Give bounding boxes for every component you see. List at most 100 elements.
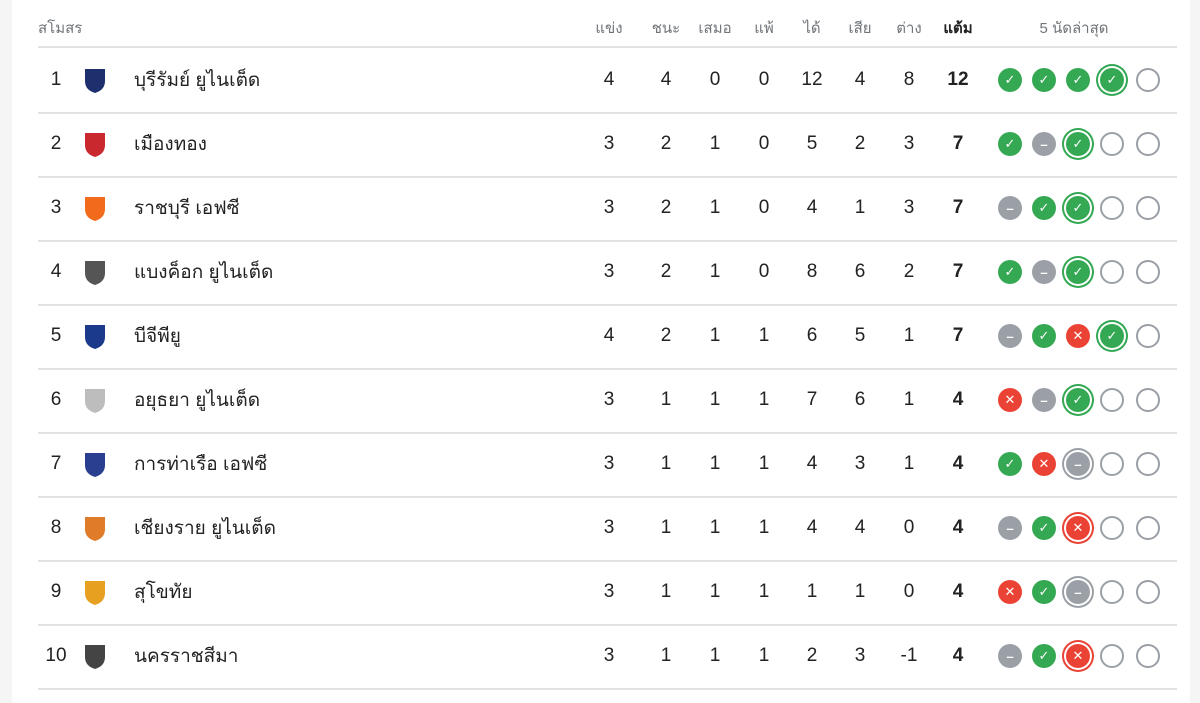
- club-name[interactable]: อยุธยา ยูไนเต็ด: [134, 390, 261, 411]
- form-win-icon[interactable]: ✓: [1032, 324, 1056, 348]
- table-header: สโมสร แข่ง ชนะ เสมอ แพ้ ได้ เสีย ต่าง แต…: [12, 0, 1190, 48]
- form-loss-icon[interactable]: ✕: [1066, 516, 1090, 540]
- lost: 0: [758, 69, 770, 90]
- goal-difference: 0: [903, 581, 915, 602]
- form-loss-icon[interactable]: ✕: [998, 580, 1022, 604]
- form-win-icon[interactable]: ✓: [1032, 580, 1056, 604]
- form-upcoming-icon[interactable]: [1100, 516, 1124, 540]
- form-upcoming-icon[interactable]: [1100, 260, 1124, 284]
- table-row[interactable]: 6 อยุธยา ยูไนเต็ด 3 1 1 1 7 6 1 4 ✕ – ✓: [12, 368, 1190, 432]
- form-upcoming-icon[interactable]: [1100, 452, 1124, 476]
- form-win-icon[interactable]: ✓: [1100, 324, 1124, 348]
- form-win-icon[interactable]: ✓: [1032, 516, 1056, 540]
- form-upcoming-icon[interactable]: [1136, 132, 1160, 156]
- table-row[interactable]: 5 บีจีพียู 4 2 1 1 6 5 1 7– ✓ ✕ ✓: [12, 304, 1190, 368]
- club-name[interactable]: บีจีพียู: [134, 326, 181, 347]
- form-win-icon[interactable]: ✓: [998, 68, 1022, 92]
- form-win-icon[interactable]: ✓: [1066, 388, 1090, 412]
- form-draw-icon[interactable]: –: [998, 324, 1022, 348]
- club-logo-icon: [85, 453, 105, 477]
- table-row[interactable]: 8 เชียงราย ยูไนเต็ด 3 1 1 1 4 4 0 4 – ✓ ✕: [12, 496, 1190, 560]
- form-upcoming-icon[interactable]: [1100, 132, 1124, 156]
- played: 3: [603, 389, 615, 410]
- points: 7: [952, 197, 964, 218]
- won: 2: [660, 197, 672, 218]
- form-win-icon[interactable]: ✓: [1066, 68, 1090, 92]
- form-draw-icon[interactable]: –: [998, 196, 1022, 220]
- club-name[interactable]: บุรีรัมย์ ยูไนเต็ด: [134, 70, 261, 91]
- club-name[interactable]: นครราชสีมา: [134, 646, 239, 667]
- club-name[interactable]: แบงค็อก ยูไนเต็ด: [134, 262, 274, 283]
- form-upcoming-icon[interactable]: [1100, 196, 1124, 220]
- header-won: ชนะ: [651, 20, 681, 37]
- drawn: 1: [709, 645, 721, 666]
- form-upcoming-icon[interactable]: [1136, 196, 1160, 220]
- won: 1: [660, 453, 672, 474]
- form-upcoming-icon[interactable]: [1136, 644, 1160, 668]
- form-win-icon[interactable]: ✓: [1066, 196, 1090, 220]
- form-draw-icon[interactable]: –: [998, 644, 1022, 668]
- club-name[interactable]: เมืองทอง: [134, 134, 207, 155]
- form-draw-icon[interactable]: –: [1032, 260, 1056, 284]
- header-form: 5 นัดล่าสุด: [1039, 20, 1109, 37]
- won: 1: [660, 389, 672, 410]
- form-win-icon[interactable]: ✓: [998, 452, 1022, 476]
- form-upcoming-icon[interactable]: [1136, 452, 1160, 476]
- form-upcoming-icon[interactable]: [1136, 388, 1160, 412]
- points: 7: [952, 325, 964, 346]
- form-upcoming-icon[interactable]: [1100, 580, 1124, 604]
- club-name[interactable]: เชียงราย ยูไนเต็ด: [134, 518, 276, 539]
- form-loss-icon[interactable]: ✕: [1066, 324, 1090, 348]
- table-row[interactable]: 9 สุโขทัย 3 1 1 1 1 1 0 4 ✕ ✓ –: [12, 560, 1190, 624]
- form-upcoming-icon[interactable]: [1100, 388, 1124, 412]
- drawn: 1: [709, 581, 721, 602]
- form-win-icon[interactable]: ✓: [1032, 644, 1056, 668]
- table-row[interactable]: 1 บุรีรัมย์ ยูไนเต็ด 4 4 0 0 12 4 8 12 ✓ ✓ ✓ ✓: [12, 48, 1190, 112]
- played: 3: [603, 197, 615, 218]
- club-name[interactable]: ราชบุรี เอฟซี: [134, 198, 240, 219]
- form-upcoming-icon[interactable]: [1136, 260, 1160, 284]
- goals-against: 4: [854, 69, 866, 90]
- form-win-icon[interactable]: ✓: [998, 260, 1022, 284]
- form-upcoming-icon[interactable]: [1136, 68, 1160, 92]
- drawn: 1: [709, 197, 721, 218]
- form-draw-icon[interactable]: –: [1032, 388, 1056, 412]
- table-row[interactable]: 10 นครราชสีมา 3 1 1 1 2 3 -1 4 – ✓ ✕: [12, 624, 1190, 688]
- points: 4: [952, 389, 964, 410]
- drawn: 1: [709, 389, 721, 410]
- club-name[interactable]: การท่าเรือ เอฟซี: [134, 454, 268, 475]
- form-win-icon[interactable]: ✓: [1100, 68, 1124, 92]
- form-upcoming-icon[interactable]: [1136, 324, 1160, 348]
- form-win-icon[interactable]: ✓: [1032, 196, 1056, 220]
- lost: 1: [758, 517, 770, 538]
- divider: [38, 368, 1177, 370]
- divider: [38, 496, 1177, 498]
- table-row[interactable]: 3 ราชบุรี เอฟซี 3 2 1 0 4 1 3 7– ✓ ✓: [12, 176, 1190, 240]
- form-draw-icon[interactable]: –: [1066, 452, 1090, 476]
- form-loss-icon[interactable]: ✕: [1066, 644, 1090, 668]
- rank: 9: [50, 581, 62, 602]
- form-win-icon[interactable]: ✓: [998, 132, 1022, 156]
- form-upcoming-icon[interactable]: [1100, 644, 1124, 668]
- goals-against: 4: [854, 517, 866, 538]
- club-name[interactable]: สุโขทัย: [134, 582, 193, 603]
- goal-difference: 1: [903, 453, 915, 474]
- form-draw-icon[interactable]: –: [1032, 132, 1056, 156]
- rank: 5: [50, 325, 62, 346]
- divider: [38, 432, 1177, 434]
- points: 4: [952, 453, 964, 474]
- form-loss-icon[interactable]: ✕: [1032, 452, 1056, 476]
- form-draw-icon[interactable]: –: [998, 516, 1022, 540]
- divider: [38, 176, 1177, 178]
- table-row[interactable]: 4 แบงค็อก ยูไนเต็ด 3 2 1 0 8 6 2 7 ✓ – ✓: [12, 240, 1190, 304]
- form-win-icon[interactable]: ✓: [1066, 260, 1090, 284]
- form-win-icon[interactable]: ✓: [1066, 132, 1090, 156]
- form-loss-icon[interactable]: ✕: [998, 388, 1022, 412]
- form-upcoming-icon[interactable]: [1136, 580, 1160, 604]
- form-draw-icon[interactable]: –: [1066, 580, 1090, 604]
- won: 2: [660, 325, 672, 346]
- table-row[interactable]: 7 การท่าเรือ เอฟซี 3 1 1 1 4 3 1 4 ✓ ✕ –: [12, 432, 1190, 496]
- form-upcoming-icon[interactable]: [1136, 516, 1160, 540]
- form-win-icon[interactable]: ✓: [1032, 68, 1056, 92]
- table-row[interactable]: 2 เมืองทอง 3 2 1 0 5 2 3 7 ✓ – ✓: [12, 112, 1190, 176]
